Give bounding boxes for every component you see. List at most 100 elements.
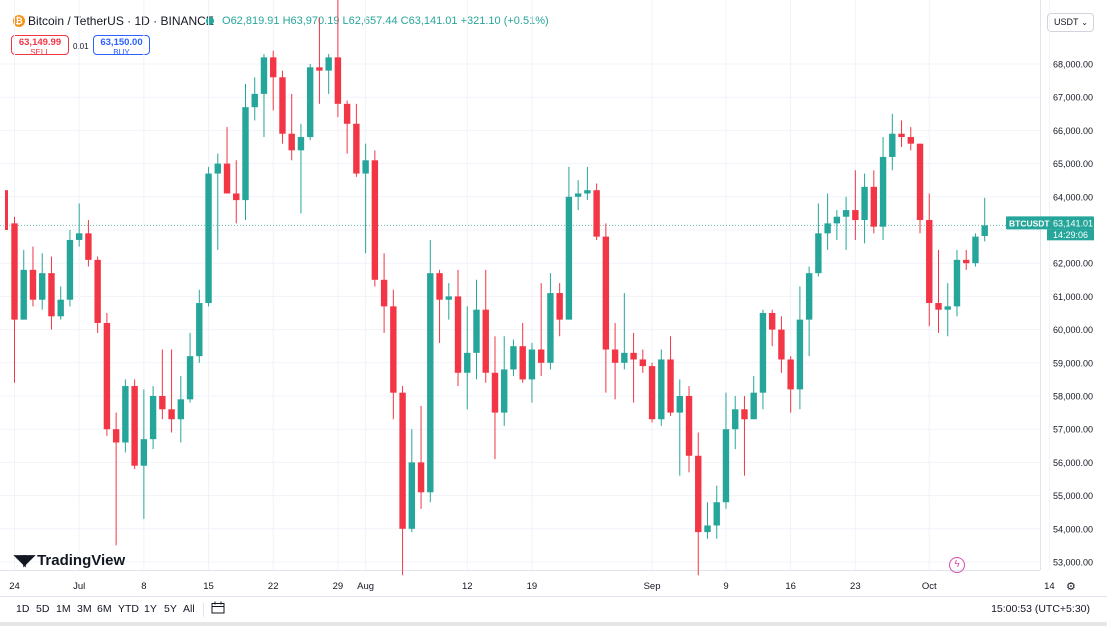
price-tag-symbol: BTCUSDT [1009,218,1050,228]
candle-body [223,163,231,194]
candle-body [57,299,64,317]
candle-body [676,396,683,413]
price-tag-box [1006,216,1094,230]
y-tick-label: 56,000.00 [1053,458,1093,468]
candle-body [260,57,268,94]
y-tick-label: 68,000.00 [1053,60,1093,70]
symbol-title[interactable]: Bitcoin / TetherUS · 1D · BINANCE [28,14,214,28]
candle-body [306,67,314,138]
candle-body [362,160,369,174]
timezone-clock[interactable]: 15:00:53 (UTC+5:30) [991,603,1090,615]
candle-body [177,399,185,420]
candle-body [482,309,489,373]
y-tick-label: 61,000.00 [1053,292,1093,302]
range-1m-button[interactable]: 1M [56,603,71,615]
candle-body [353,123,360,174]
candle-body [648,366,656,420]
bottom-edge [0,622,1107,626]
candle-body [593,190,600,237]
y-tick-label: 60,000.00 [1053,325,1093,335]
candle-body [547,293,554,363]
candle-body [11,223,18,320]
range-3m-button[interactable]: 3M [77,603,92,615]
candle-body [852,210,859,221]
tradingview-wordmark: TradingView [37,552,126,569]
candle-body [436,273,443,300]
price-chart[interactable]: 53,000.00 54,000.00 55,000.00 56,000.00 57,0… [0,0,1107,596]
range-ytd-button[interactable]: YTD [118,603,139,615]
range-5y-button[interactable]: 5Y [164,603,177,615]
candle-body [103,322,111,430]
x-tick-label: Oct [922,581,937,592]
candle-body [316,67,323,71]
candle-body [556,293,563,320]
x-tick-label: 12 [462,581,473,592]
close-value: 63,141.01 [408,15,458,27]
sell-button[interactable]: 63,149.99 SELL [11,35,69,57]
y-tick-label: 57,000.00 [1053,425,1093,435]
candle-body [196,303,203,357]
x-tick-label: 19 [527,581,538,592]
x-tick-label: 29 [333,581,344,592]
candle-body [343,103,351,124]
x-tick-label: 9 [723,581,728,592]
candle-body [621,352,628,363]
candle-body [325,57,332,71]
y-tick-label: 64,000.00 [1053,192,1093,202]
y-tick-label: 55,000.00 [1053,491,1093,501]
y-tick-label: 62,000.00 [1053,259,1093,269]
low-label: L [342,15,349,27]
x-tick-label: 8 [141,581,146,592]
candle-body [685,396,693,456]
chart-header: ₿ Bitcoin / TetherUS · 1D · BINANCE O62,… [0,0,1040,34]
range-all-button[interactable]: All [183,603,195,615]
buy-button[interactable]: 63,150.00 BUY [93,35,150,57]
candle-body [898,133,905,138]
x-tick-label: Jul [73,581,85,592]
currency-label: USDT [1054,17,1079,27]
range-5d-button[interactable]: 5D [36,603,50,615]
candle-body [713,502,720,526]
candle-body [658,359,665,420]
range-6m-button[interactable]: 6M [97,603,112,615]
settings-icon[interactable]: ⚙ [1066,581,1076,593]
candle-body [279,77,286,134]
candle-body [399,392,406,529]
currency-selector[interactable]: USDT [1047,13,1094,32]
buy-price: 63,150.00 [100,37,143,48]
range-1y-button[interactable]: 1Y [144,603,157,615]
price-tag-countdown: 14:29:06 [1053,230,1088,240]
candle-body [732,409,739,430]
candle-body [510,346,517,370]
candle-body [944,306,951,310]
y-tick-label: 59,000.00 [1053,358,1093,368]
y-tick-label: 58,000.00 [1053,392,1093,402]
candle-body [722,429,730,503]
candle-body [214,163,221,174]
candle-body [251,93,258,108]
candle-body [501,369,508,413]
calendar-icon[interactable] [211,601,225,614]
candle-body [380,279,388,307]
candle-body [48,273,55,317]
spread-value: 0.01 [73,42,89,51]
lightning-icon[interactable]: ϟ [949,557,965,573]
tradingview-logo: ◥◤ TradingView [14,551,125,569]
candle-body [879,156,887,227]
candle-body [242,107,249,201]
candle-body [75,233,83,240]
candle-body [149,396,157,440]
candle-body [833,216,841,224]
range-1d-button[interactable]: 1D [16,603,30,615]
candle-body [768,313,776,330]
candle-body [297,137,305,151]
candle-body [491,372,499,413]
candle-body [667,359,674,413]
candle-body [140,439,148,466]
x-tick-label: Sep [644,581,661,592]
candle-body [39,273,46,300]
x-tick-label: 16 [785,581,796,592]
candle-body [537,349,545,363]
candle-body [630,352,637,360]
candle-body [464,352,471,373]
